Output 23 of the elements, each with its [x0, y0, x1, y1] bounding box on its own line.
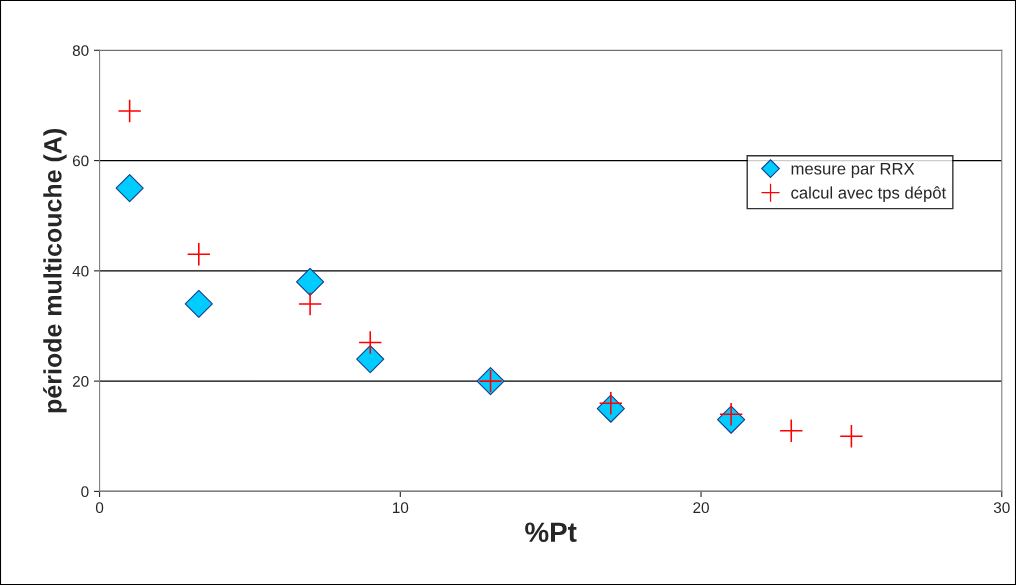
legend-label: calcul avec tps dépôt [791, 186, 947, 202]
point [780, 419, 803, 442]
point [115, 174, 144, 203]
point [184, 289, 213, 319]
x-tick-label: 20 [693, 502, 709, 514]
point [840, 425, 863, 448]
y-tick-label: 60 [72, 155, 89, 167]
y-tick-label: 0 [81, 486, 89, 498]
y-axis-title: période multicouche (A) [43, 129, 67, 413]
x-tick-label: 10 [392, 502, 409, 514]
point [359, 331, 382, 354]
point [295, 267, 325, 296]
point [298, 292, 322, 316]
y-tick-label: 20 [72, 376, 89, 387]
x-tick-label: 30 [993, 502, 1010, 514]
y-tick-label: 80 [72, 45, 89, 56]
x-axis-title: %Pt [525, 522, 577, 542]
x-tick-label: 0 [95, 502, 104, 514]
legend-label: mesure par RRX [791, 162, 915, 178]
point [187, 243, 211, 266]
point [356, 344, 385, 374]
y-tick-label: 40 [72, 265, 89, 277]
point [118, 99, 141, 123]
